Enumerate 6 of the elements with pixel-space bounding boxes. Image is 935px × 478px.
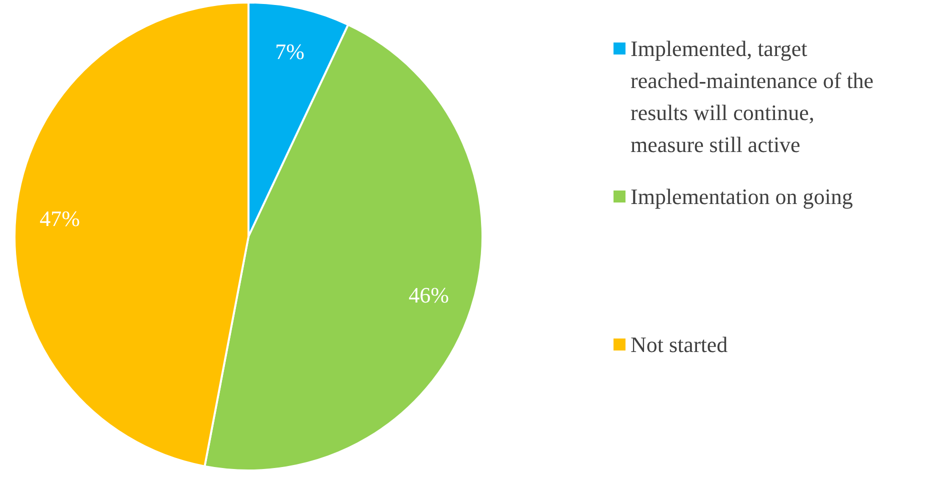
legend-label: Implementation on going <box>630 184 853 209</box>
legend-label: Not started <box>630 332 728 357</box>
data-label: 47% <box>40 206 80 232</box>
data-label: 7% <box>275 39 305 64</box>
data-label: 46% <box>408 282 449 308</box>
legend-label: Implemented, target reached-maintenance of the results will continue, measure still active <box>630 36 874 157</box>
